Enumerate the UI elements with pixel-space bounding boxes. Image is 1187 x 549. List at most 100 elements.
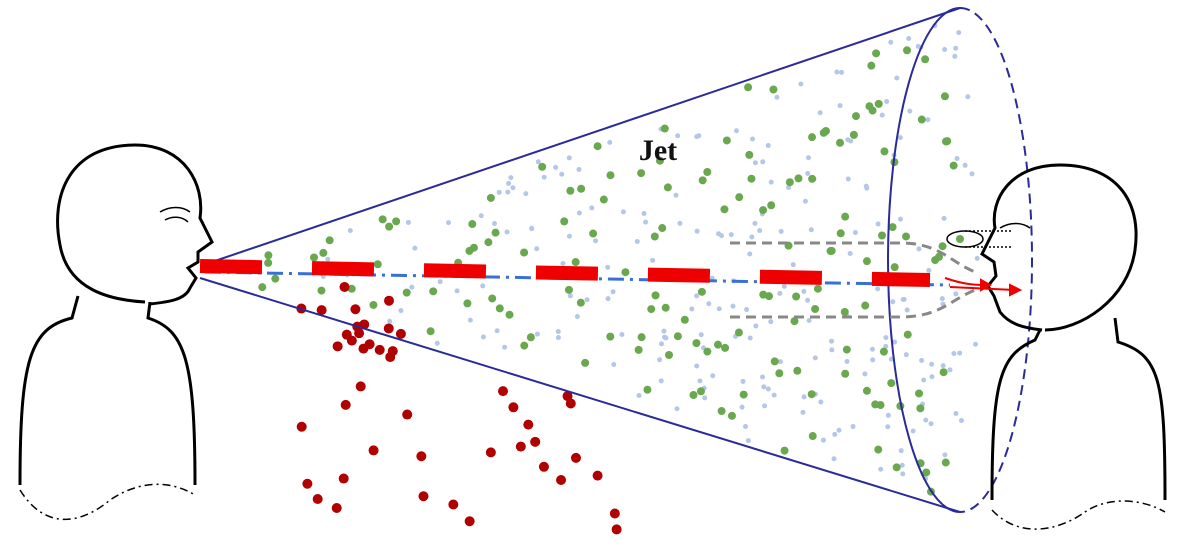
medium-droplet [872, 49, 880, 57]
small-droplet [880, 113, 885, 118]
medium-droplet [863, 387, 871, 395]
small-droplet [752, 221, 757, 226]
small-droplet [529, 226, 534, 231]
small-droplet [769, 180, 774, 185]
medium-droplet [720, 205, 728, 213]
small-droplet [662, 335, 667, 340]
small-droplet [801, 410, 806, 415]
medium-droplet [939, 242, 947, 250]
medium-droplet [594, 142, 602, 150]
small-droplet [523, 191, 528, 196]
large-droplet [571, 453, 581, 463]
medium-droplet [718, 407, 726, 415]
medium-droplet [867, 62, 875, 70]
large-droplet [384, 296, 394, 306]
small-droplet [901, 297, 906, 302]
small-droplet [661, 329, 666, 334]
large-droplet [354, 328, 364, 338]
large-droplet [612, 524, 622, 534]
small-droplet [412, 246, 417, 251]
small-droplet [481, 334, 486, 339]
medium-droplet [681, 316, 689, 324]
small-droplet [900, 471, 905, 476]
medium-droplet [484, 238, 492, 246]
medium-droplet [560, 217, 568, 225]
small-droplet [959, 418, 964, 423]
large-droplet [347, 336, 357, 346]
medium-droplet [674, 332, 682, 340]
small-droplet [560, 261, 565, 266]
small-droplet [805, 171, 810, 176]
small-droplet [803, 199, 808, 204]
small-droplet [606, 296, 611, 301]
small-droplet [753, 160, 758, 165]
medium-droplet [429, 287, 437, 295]
medium-droplet [941, 92, 949, 100]
large-droplet [516, 442, 526, 452]
small-droplet [885, 424, 890, 429]
large-droplet [332, 503, 342, 513]
medium-droplet [767, 201, 775, 209]
medium-droplet [689, 391, 697, 399]
small-droplet [911, 429, 916, 434]
medium-droplet [745, 151, 753, 159]
small-droplet [637, 393, 642, 398]
small-droplet [845, 137, 850, 142]
large-droplet [539, 462, 549, 472]
small-droplet [506, 181, 511, 186]
small-droplet [504, 229, 509, 234]
small-droplet [409, 285, 414, 290]
medium-droplet [581, 359, 589, 367]
medium-droplet [747, 175, 755, 183]
medium-droplet [915, 389, 923, 397]
medium-droplet [811, 305, 819, 313]
small-droplet [899, 448, 904, 453]
small-droplet [559, 172, 564, 177]
medium-droplet [662, 304, 670, 312]
small-droplet [919, 358, 924, 363]
small-droplet [435, 341, 440, 346]
small-droplet [955, 156, 960, 161]
medium-droplet [527, 333, 535, 341]
large-droplet [384, 323, 394, 333]
small-droplet [888, 40, 893, 45]
small-droplet [605, 265, 610, 270]
small-droplet [846, 176, 851, 181]
small-droplet [406, 220, 411, 225]
medium-droplet [258, 283, 266, 291]
small-droplet [568, 293, 573, 298]
medium-droplet [721, 344, 729, 352]
small-droplet [772, 393, 777, 398]
small-droplet [567, 234, 572, 239]
large-droplet [610, 508, 620, 518]
small-droplet [965, 94, 970, 99]
small-droplet [864, 186, 869, 191]
small-droplet [567, 155, 572, 160]
large-droplet [486, 447, 496, 457]
medium-droplet [714, 341, 722, 349]
medium-droplet [902, 232, 910, 240]
small-droplet [696, 133, 701, 138]
small-droplet [556, 329, 561, 334]
medium-droplet [918, 116, 926, 124]
medium-droplet [520, 342, 528, 350]
small-droplet [729, 232, 734, 237]
medium-droplet [843, 346, 851, 354]
small-droplet [746, 438, 751, 443]
small-droplet [834, 70, 839, 75]
small-droplet [942, 47, 947, 52]
medium-droplet [427, 327, 435, 335]
medium-droplet [880, 147, 888, 155]
small-droplet [829, 339, 834, 344]
small-droplet [768, 319, 773, 324]
jet-diagram: Jet [0, 0, 1187, 549]
small-droplet [468, 318, 473, 323]
medium-droplet [950, 162, 958, 170]
small-droplet [953, 291, 958, 296]
small-droplet [611, 362, 616, 367]
small-droplet [942, 452, 947, 457]
small-droplet [921, 377, 926, 382]
small-droplet [940, 296, 945, 301]
small-droplet [508, 175, 513, 180]
large-droplet [339, 474, 349, 484]
